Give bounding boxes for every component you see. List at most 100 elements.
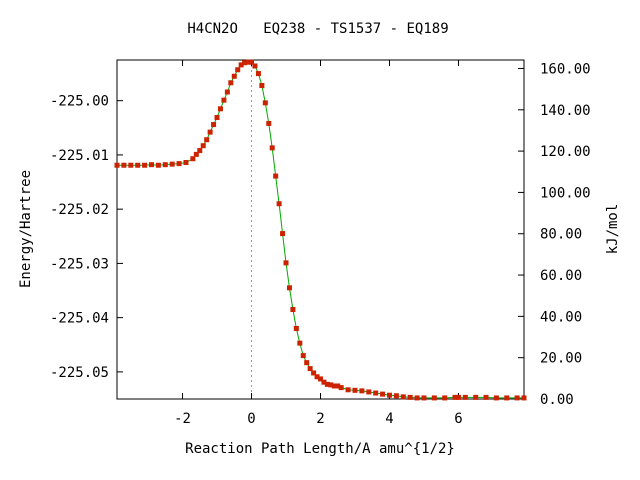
data-point <box>297 340 303 346</box>
data-point <box>483 394 489 400</box>
data-point <box>221 97 227 103</box>
data-point <box>373 390 379 396</box>
data-point <box>262 100 268 106</box>
y2-tick-label: 40.00 <box>540 309 582 325</box>
data-point <box>314 374 320 380</box>
y2-tick-label: 60.00 <box>540 268 582 284</box>
x-tick-label: 0 <box>247 411 255 427</box>
data-point <box>211 122 217 128</box>
data-point <box>331 383 337 389</box>
data-point <box>204 137 210 143</box>
data-point <box>300 353 306 359</box>
y-tick-label: -225.00 <box>50 94 109 110</box>
data-point <box>249 59 255 65</box>
y2-tick-label: 120.00 <box>540 144 591 160</box>
data-point <box>245 59 251 65</box>
data-point <box>228 80 234 86</box>
data-point <box>380 391 386 397</box>
data-point <box>286 285 292 291</box>
data-point <box>304 360 310 366</box>
data-point <box>345 387 351 393</box>
data-point <box>328 382 334 388</box>
data-point <box>217 106 223 112</box>
data-point <box>318 376 323 382</box>
data-point <box>335 383 341 389</box>
data-point <box>338 385 344 391</box>
data-point <box>393 393 399 399</box>
data-point <box>114 162 120 168</box>
data-point <box>259 82 265 88</box>
data-point <box>200 143 206 149</box>
data-point <box>521 395 527 401</box>
x-tick-label: 4 <box>385 411 393 427</box>
data-point <box>155 162 161 168</box>
data-point <box>462 394 468 400</box>
data-point <box>142 162 148 168</box>
data-point <box>366 389 372 395</box>
data-point <box>386 392 392 398</box>
data-point <box>238 62 244 68</box>
y2-tick-label: 140.00 <box>540 103 591 119</box>
data-point <box>190 156 196 162</box>
data-point <box>359 388 365 394</box>
y2-tick-label: 0.00 <box>540 392 574 408</box>
y2-tick-label: 100.00 <box>540 185 591 201</box>
data-point <box>414 395 420 401</box>
data-point <box>276 201 282 207</box>
data-point <box>252 63 258 69</box>
y-tick-label: -225.03 <box>50 256 109 272</box>
data-point <box>169 161 175 167</box>
data-point <box>311 370 317 376</box>
data-point <box>307 366 313 372</box>
data-point <box>128 162 134 168</box>
y2-tick-label: 160.00 <box>540 61 591 77</box>
y-tick-label: -225.05 <box>50 365 109 381</box>
data-point <box>442 395 448 401</box>
data-point <box>242 60 248 66</box>
data-point <box>148 162 154 168</box>
data-point <box>197 148 203 154</box>
data-point <box>493 395 499 401</box>
chart-title: H4CN2O EQ238 - TS1537 - EQ189 <box>187 21 448 37</box>
x-tick-label: -2 <box>174 411 191 427</box>
axis-ticks: -2 0 2 4 6 -225.00 -225.01 -225.02 -225.03 -225.0… <box>50 60 591 427</box>
data-point <box>193 151 199 157</box>
data-point <box>224 89 230 95</box>
data-point <box>255 71 261 77</box>
x-axis-label: Reaction Path Length/A amu^{1/2} <box>185 441 455 457</box>
data-point <box>273 173 279 179</box>
data-point <box>135 162 141 168</box>
data-point <box>324 381 330 387</box>
data-point <box>207 129 213 135</box>
data-point <box>280 231 286 237</box>
data-point <box>400 394 406 400</box>
data-point <box>473 394 479 400</box>
data-point <box>407 394 413 400</box>
y-axis-label: Energy/Hartree <box>18 170 34 288</box>
data-point <box>504 395 510 401</box>
x-tick-label: 6 <box>454 411 462 427</box>
data-point <box>162 162 168 168</box>
data-point <box>214 114 220 120</box>
data-point <box>266 120 272 126</box>
data-point <box>431 395 437 401</box>
data-point <box>290 307 296 312</box>
y2-tick-label: 20.00 <box>540 351 582 367</box>
data-point <box>514 395 520 401</box>
data-point <box>121 162 127 168</box>
data-point <box>269 145 275 151</box>
data-point <box>293 325 299 331</box>
data-point <box>352 387 358 393</box>
data-point <box>321 379 327 385</box>
y-tick-label: -225.01 <box>50 148 109 164</box>
data-point <box>176 161 182 167</box>
x-tick-label: 2 <box>316 411 324 427</box>
data-point <box>455 394 461 400</box>
data-point <box>183 160 189 166</box>
series-line <box>117 61 524 399</box>
y2-axis-label: kJ/mol <box>605 204 621 255</box>
y-tick-label: -225.02 <box>50 202 109 218</box>
data-point <box>283 260 289 266</box>
y-tick-label: -225.04 <box>50 311 109 327</box>
